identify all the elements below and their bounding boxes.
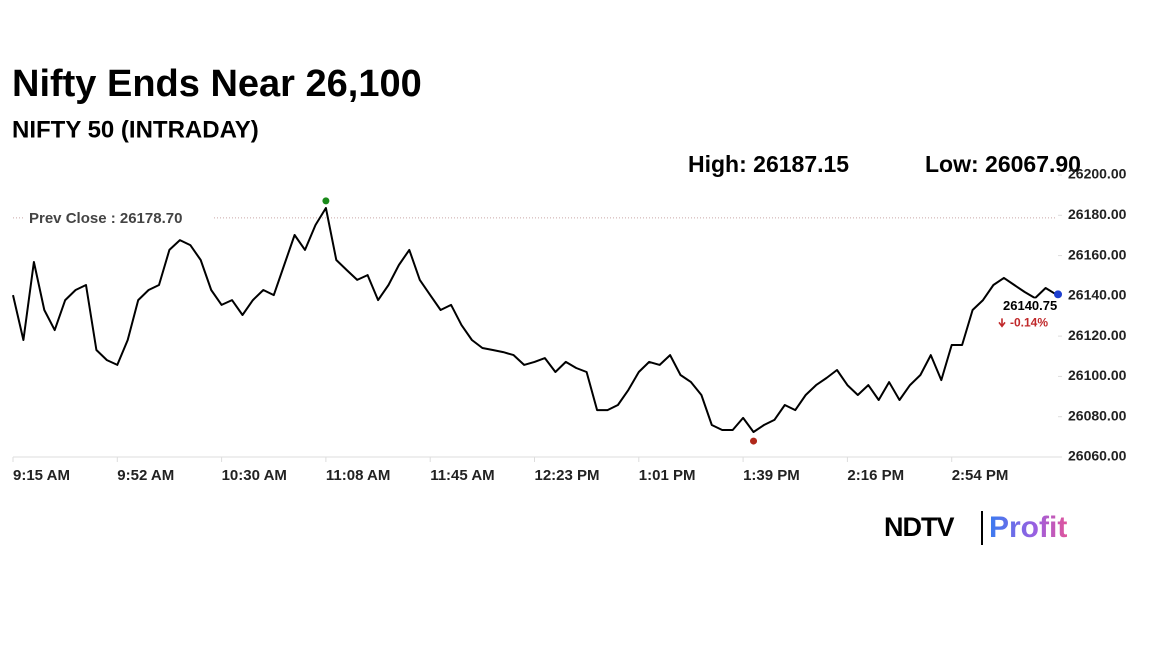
brand-product: Profit <box>989 511 1067 544</box>
y-tick-label: 26160.00 <box>1068 246 1127 262</box>
change-label: -0.14% <box>1010 316 1048 330</box>
y-tick-label: 26060.00 <box>1068 448 1127 464</box>
y-tick-label: 26120.00 <box>1068 327 1127 343</box>
y-tick-label: 26200.00 <box>1068 166 1127 182</box>
x-tick-label: 11:08 AM <box>326 467 390 484</box>
x-tick-label: 2:54 PM <box>952 467 1009 484</box>
x-tick-label: 1:01 PM <box>639 467 696 484</box>
low-marker <box>750 437 758 445</box>
x-tick-label: 12:23 PM <box>535 467 600 484</box>
prev-close-label: Prev Close : 26178.70 <box>29 210 182 227</box>
y-tick-label: 26100.00 <box>1068 367 1127 383</box>
change-arrow <box>998 318 1006 328</box>
x-tick-label: 10:30 AM <box>222 467 287 484</box>
x-tick-label: 9:15 AM <box>13 467 70 484</box>
chart-subtitle: NIFTY 50 (INTRADAY) <box>12 116 259 143</box>
y-tick-label: 26180.00 <box>1068 206 1127 222</box>
last-marker <box>1054 290 1062 299</box>
last-bg <box>998 298 1060 335</box>
x-tick-label: 9:52 AM <box>117 467 174 484</box>
brand-divider <box>981 511 983 545</box>
x-tick-label: 2:16 PM <box>847 467 904 484</box>
price-line <box>12 207 1057 433</box>
last-value-label: 26140.75 <box>1003 298 1057 313</box>
y-tick-label: 26140.00 <box>1068 287 1127 303</box>
high-label: High: 26187.15 <box>688 151 849 177</box>
low-label: Low: 26067.90 <box>925 151 1081 177</box>
high-marker <box>322 197 330 205</box>
x-tick-label: 11:45 AM <box>430 467 494 484</box>
y-tick-label: 26080.00 <box>1068 407 1127 423</box>
chart-title: Nifty Ends Near 26,100 <box>12 63 422 105</box>
x-tick-label: 1:39 PM <box>743 467 800 484</box>
prev-close-bg <box>24 208 214 227</box>
brand-name: NDTV <box>884 512 954 542</box>
